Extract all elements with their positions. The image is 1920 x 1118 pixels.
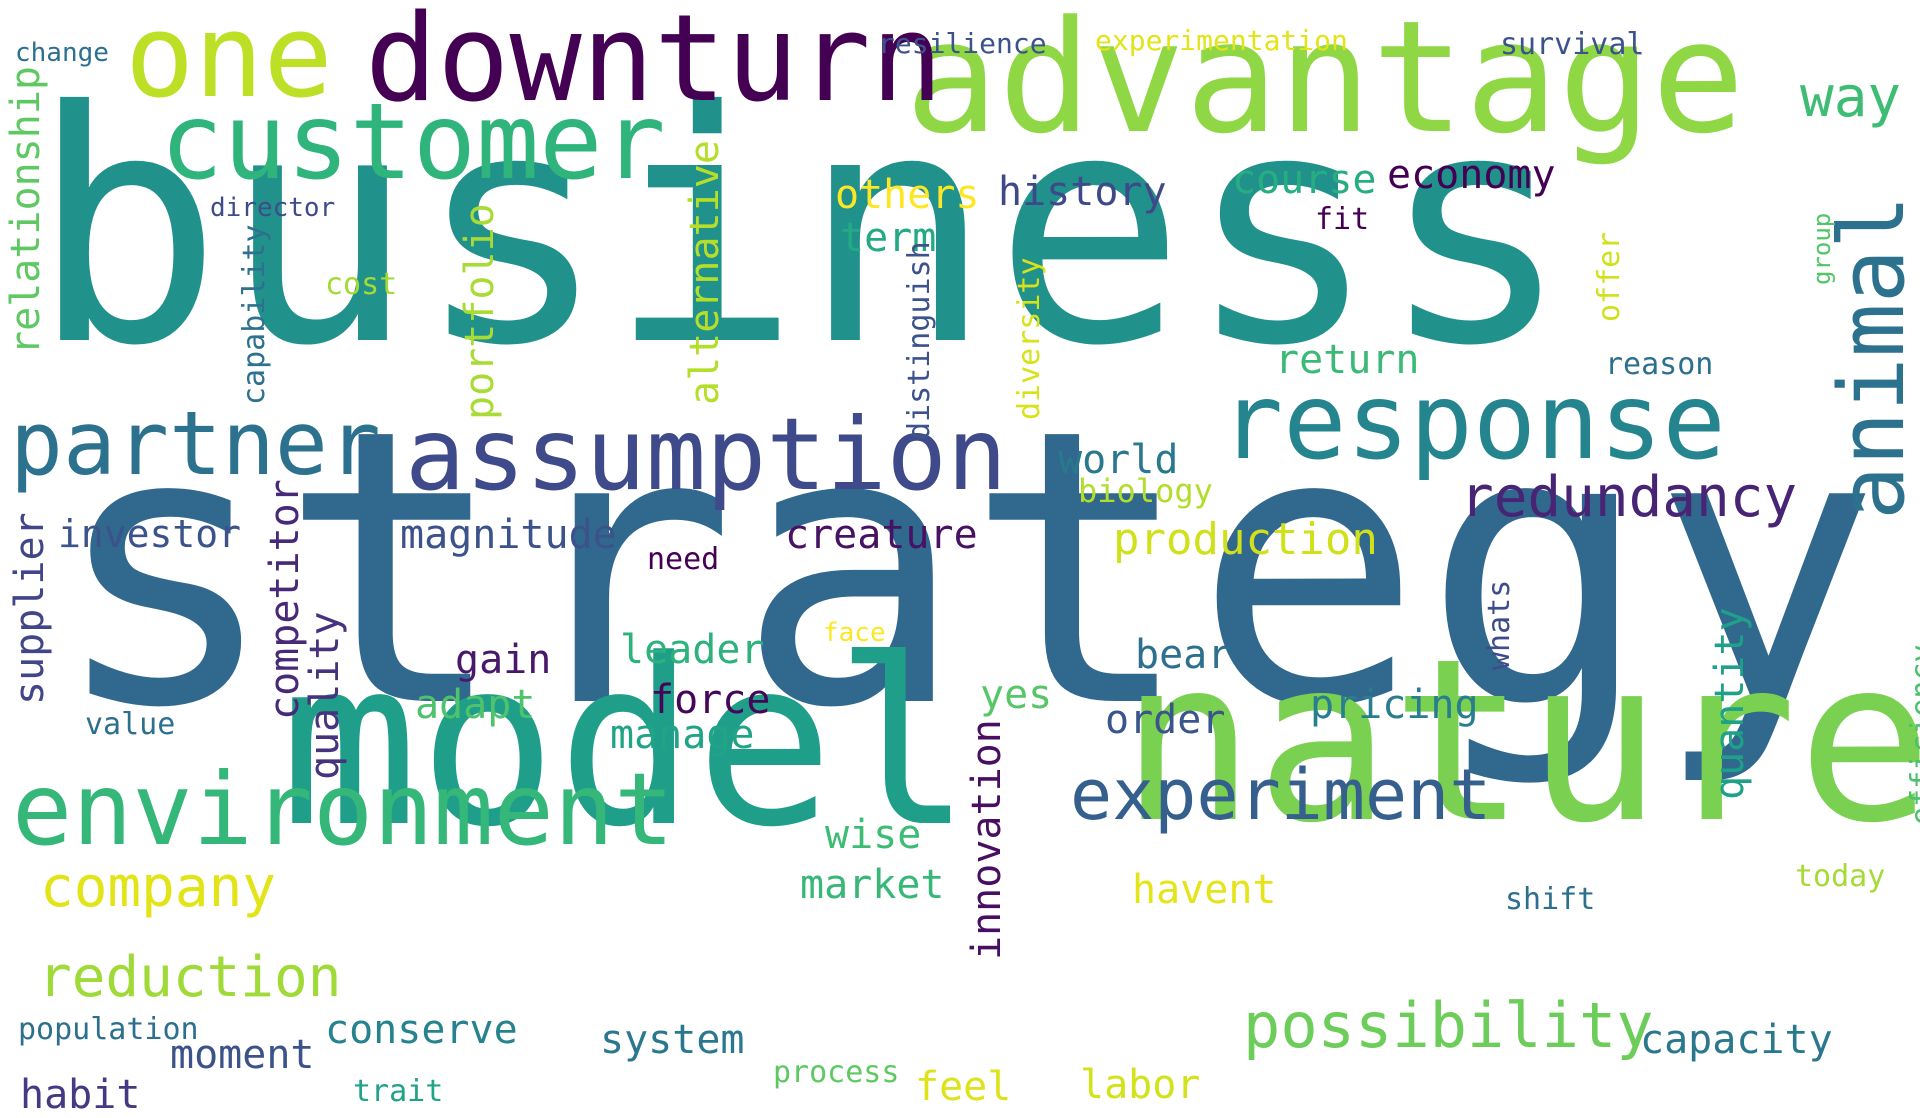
word-company: company — [40, 855, 277, 920]
word-model: model — [280, 611, 973, 878]
word-partner: partner — [10, 392, 381, 495]
word-survival: survival — [1500, 27, 1645, 62]
word-capability: capability — [237, 224, 272, 405]
word-creature: creature — [785, 512, 978, 558]
word-face: face — [823, 618, 886, 648]
word-quality: quality — [302, 611, 348, 780]
word-possibility: possibility — [1243, 989, 1654, 1062]
word-efficiency: efficiency — [1905, 644, 1920, 825]
word-process: process — [773, 1055, 900, 1090]
word-investor: investor — [58, 512, 242, 556]
word-adapt: adapt — [415, 682, 536, 728]
word-conserve: conserve — [325, 1007, 518, 1053]
word-environment: environment — [12, 751, 675, 868]
word-trait: trait — [353, 1074, 444, 1109]
word-quantity: quantity — [1707, 607, 1753, 800]
word-portfolio: portfolio — [457, 203, 503, 420]
word-strategy: strategy — [50, 348, 1881, 791]
word-supplier: supplier — [7, 512, 53, 705]
word-way: way — [1800, 65, 1902, 130]
word-capacity: capacity — [1640, 1017, 1833, 1063]
word-need: need — [647, 542, 720, 577]
word-market: market — [800, 862, 945, 908]
word-advantage: advantage — [905, 0, 1745, 168]
word-downturn: downturn — [365, 0, 943, 129]
word-fit: fit — [1315, 202, 1370, 237]
word-change: change — [15, 38, 109, 68]
word-offer: offer — [1592, 231, 1627, 322]
word-one: one — [125, 0, 333, 124]
word-gain: gain — [455, 637, 552, 683]
word-return: return — [1275, 337, 1420, 383]
word-value: value — [85, 707, 176, 742]
word-customer: customer — [160, 81, 666, 203]
word-history: history — [998, 169, 1167, 215]
word-course: course — [1232, 157, 1377, 203]
word-animal: animal — [1820, 194, 1920, 520]
word-magnitude: magnitude — [400, 512, 617, 558]
word-business: business — [30, 44, 1572, 416]
word-production: production — [1113, 514, 1378, 565]
word-reduction: reduction — [38, 945, 342, 1010]
word-relationship: relationship — [3, 66, 49, 355]
word-world: world — [1058, 437, 1179, 483]
word-competitor: competitor — [262, 479, 308, 720]
word-others: others — [835, 172, 980, 218]
word-group: group — [1808, 212, 1836, 285]
word-reason: reason — [1605, 347, 1714, 382]
word-diversity: diversity — [1012, 257, 1047, 420]
word-force: force — [650, 677, 771, 723]
word-cloud: strategy business model nature advantage down… — [3, 0, 1920, 1115]
word-feel: feel — [915, 1064, 1012, 1110]
word-labor: labor — [1080, 1062, 1201, 1108]
word-yes: yes — [980, 672, 1053, 718]
word-population: population — [18, 1012, 199, 1047]
word-assumption: assumption — [405, 396, 1008, 513]
word-today: today — [1795, 859, 1886, 894]
word-havent: havent — [1132, 867, 1277, 913]
word-economy: economy — [1387, 152, 1556, 198]
word-order: order — [1105, 697, 1226, 743]
word-nature: nature — [1120, 611, 1920, 873]
word-distinguish: distinguish — [902, 241, 937, 440]
word-biology: biology — [1078, 472, 1213, 510]
word-experimentation: experimentation — [1095, 24, 1348, 57]
word-term: term — [840, 215, 937, 261]
word-pricing: pricing — [1310, 682, 1479, 728]
word-resilience: resilience — [878, 27, 1047, 60]
word-leader: leader — [620, 627, 765, 673]
word-redundancy: redundancy — [1460, 465, 1798, 530]
word-system: system — [600, 1017, 745, 1063]
word-moment: moment — [170, 1032, 315, 1078]
word-bear: bear — [1135, 632, 1232, 678]
word-wise: wise — [825, 812, 922, 858]
word-cost: cost — [325, 267, 398, 302]
word-whats: whats — [1482, 579, 1517, 670]
word-response: response — [1220, 361, 1726, 483]
word-director: director — [210, 193, 336, 223]
word-alternative: alternative — [682, 140, 728, 405]
word-manage: manage — [610, 712, 755, 758]
word-shift: shift — [1505, 882, 1596, 917]
word-experiment: experiment — [1070, 754, 1492, 836]
word-innovation: innovation — [964, 719, 1010, 960]
word-habit: habit — [20, 1072, 141, 1118]
